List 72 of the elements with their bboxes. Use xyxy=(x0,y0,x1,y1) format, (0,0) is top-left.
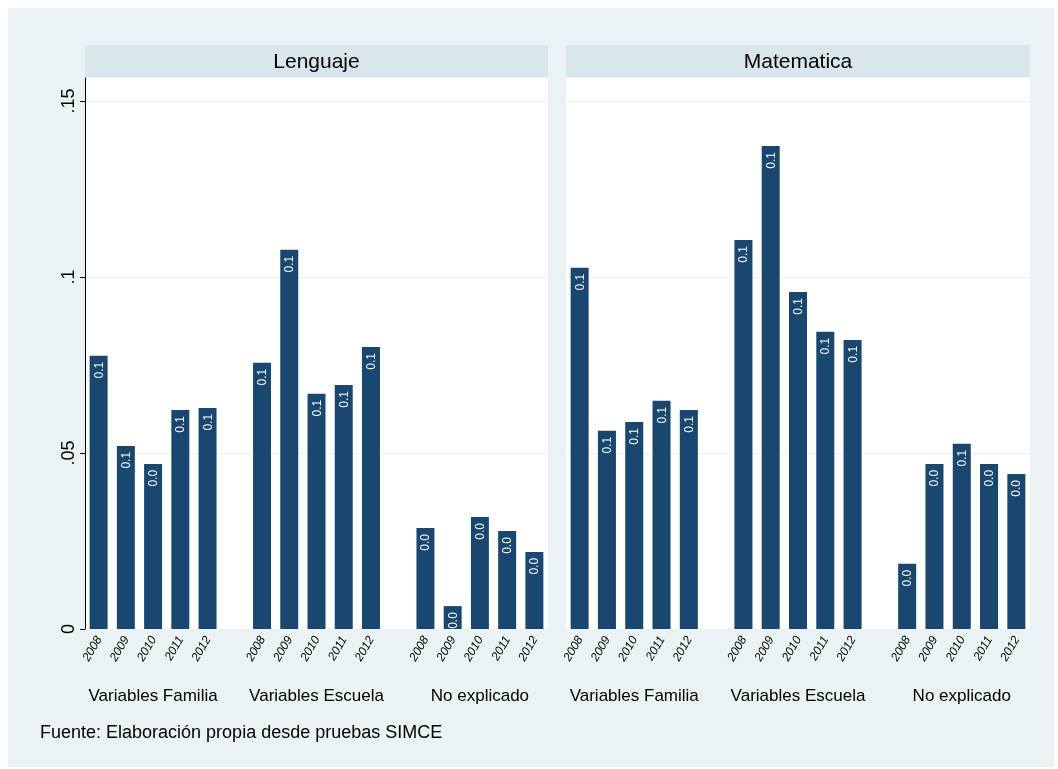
y-tick-label: .1 xyxy=(58,269,78,285)
data-label: 0.0 xyxy=(527,557,542,575)
data-label: 0.0 xyxy=(418,533,433,551)
bar xyxy=(788,292,808,629)
data-label: 0.0 xyxy=(900,569,915,587)
data-label: 0.0 xyxy=(500,536,515,554)
data-label: 0.0 xyxy=(472,522,487,540)
data-label: 0.1 xyxy=(791,297,805,315)
bar xyxy=(679,410,698,629)
bar xyxy=(198,407,217,629)
y-tick-label: .05 xyxy=(58,440,78,466)
data-label: 0.1 xyxy=(599,436,614,454)
bar xyxy=(253,362,272,629)
data-label: 0.1 xyxy=(309,399,324,417)
data-label: 0.1 xyxy=(200,413,215,431)
bar xyxy=(843,339,862,629)
data-label: 0.1 xyxy=(818,337,833,355)
bar xyxy=(816,331,835,629)
text: Variables Familia xyxy=(569,685,700,705)
data-label: 0.1 xyxy=(118,451,133,469)
bar xyxy=(144,463,163,629)
data-label: 0.1 xyxy=(845,345,860,363)
bar xyxy=(597,430,616,629)
source-note: Fuente: Elaboración propia desde pruebas SIMCE xyxy=(40,722,443,743)
bar xyxy=(171,410,190,629)
bar xyxy=(361,346,380,629)
data-label: 0.0 xyxy=(146,469,161,487)
text: No explicado xyxy=(430,685,530,705)
data-label: 0.1 xyxy=(654,406,669,424)
bar xyxy=(334,385,353,629)
bar xyxy=(89,355,108,629)
data-label: 0.0 xyxy=(927,469,942,487)
text: Variables Escuela xyxy=(730,685,866,705)
data-label: 0.0 xyxy=(445,611,460,629)
text: No explicado xyxy=(912,685,1011,705)
data-label: 0.1 xyxy=(336,390,351,408)
bar xyxy=(116,445,135,629)
y-tick-label: 0 xyxy=(58,623,78,635)
bar xyxy=(470,517,489,629)
data-label: 0.1 xyxy=(681,415,696,433)
bar xyxy=(734,239,753,629)
bar xyxy=(525,551,544,629)
bar xyxy=(898,563,917,629)
bar xyxy=(925,463,944,629)
data-label: 0.0 xyxy=(982,469,997,487)
bar xyxy=(280,249,299,629)
text: Variables Escuela xyxy=(249,685,385,705)
chart-title: Lenguaje xyxy=(85,45,548,77)
data-label: 0.1 xyxy=(91,361,106,379)
y-tick-label: .15 xyxy=(58,88,78,114)
data-label: 0.1 xyxy=(572,273,587,291)
data-label: 0.1 xyxy=(282,255,297,273)
bar xyxy=(307,393,326,629)
data-label: 0.1 xyxy=(627,427,642,445)
bar xyxy=(625,421,644,629)
bar xyxy=(570,267,589,629)
data-label: 0.1 xyxy=(255,368,270,386)
bar xyxy=(1007,474,1026,629)
data-label: 0.1 xyxy=(173,415,188,433)
data-label: 0.1 xyxy=(736,245,751,263)
data-label: 0.0 xyxy=(1009,479,1024,497)
text: Variables Familia xyxy=(88,685,219,705)
data-label: 0.1 xyxy=(363,352,378,370)
bar xyxy=(652,400,671,629)
bar xyxy=(952,443,971,629)
bar xyxy=(980,463,999,629)
chart-title: Matematica xyxy=(566,45,1030,77)
bar xyxy=(416,527,435,629)
data-label: 0.1 xyxy=(763,151,778,169)
bar xyxy=(498,531,517,629)
bar xyxy=(761,145,780,629)
data-label: 0.1 xyxy=(954,449,969,467)
